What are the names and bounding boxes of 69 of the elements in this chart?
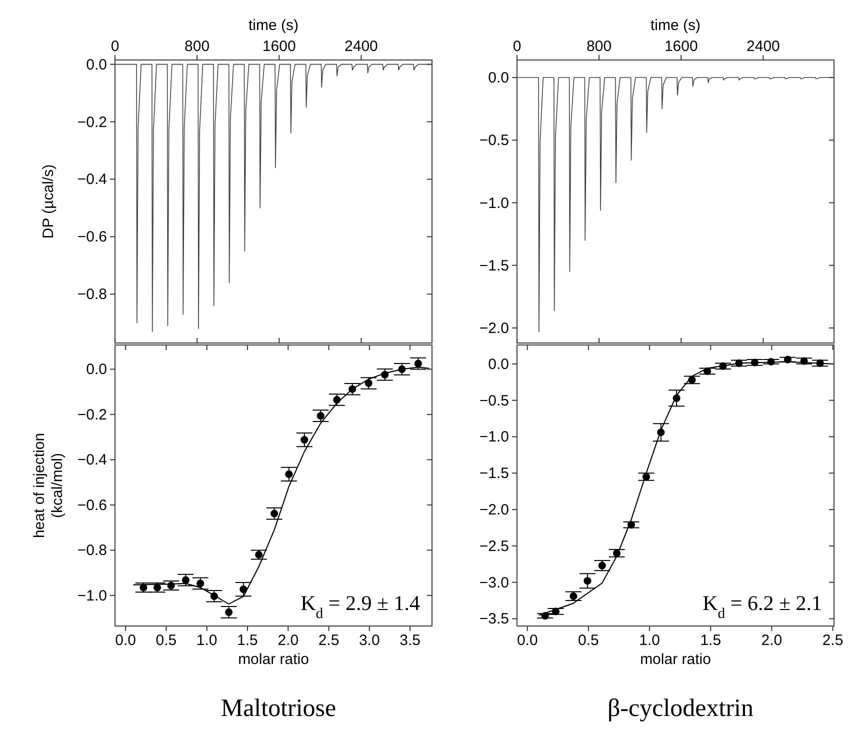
point <box>182 576 190 584</box>
x-tick-label: 800 <box>586 38 612 55</box>
text: β-cyclodextrin <box>608 695 754 722</box>
x-tick-label: 0.0 <box>516 632 538 649</box>
y-tick-label: −0.2 <box>77 406 107 424</box>
y-tick-label: 0.0 <box>488 356 509 373</box>
annotation: K$_{d}$ = 2.9 ± 1.4 <box>300 591 420 622</box>
y-tick-label: −1.5 <box>479 257 509 274</box>
point <box>364 379 372 388</box>
x-tick-label: 2.0 <box>278 632 299 649</box>
x-tick-label: 1600 <box>262 38 296 55</box>
x-tick-label: 2400 <box>344 38 378 55</box>
y-tick-label: −3.0 <box>479 574 509 592</box>
point <box>224 608 233 616</box>
y-axis-title: heat of injection (kcal/mol) <box>31 432 66 538</box>
y-tick-label: −3.5 <box>479 610 509 628</box>
y-tick-label: 0.0 <box>488 70 509 87</box>
x-tick-label: 0.5 <box>578 632 599 649</box>
x-tick-label: 1.5 <box>700 632 722 649</box>
x-tick-label: 2400 <box>746 38 780 55</box>
point <box>196 580 204 588</box>
y-tick-label: −0.4 <box>77 171 107 188</box>
y-tick-label: −1.0 <box>77 587 107 604</box>
y-tick-label: −0.6 <box>77 228 107 246</box>
y-axis-title: DP (µcal/s) <box>40 164 57 239</box>
x-tick-label: 2.0 <box>761 632 782 649</box>
y-tick-label: −0.8 <box>77 286 107 304</box>
x-axis-title: time (s) <box>248 17 298 34</box>
annotation: K$_{d}$ = 6.2 ± 2.1 <box>702 591 822 622</box>
y-tick-label: 0.0 <box>86 56 107 74</box>
x-axis-title: molar ratio <box>238 651 309 668</box>
y-tick-label: 0.0 <box>86 361 107 378</box>
point <box>300 436 308 444</box>
x-axis-title: time (s) <box>650 17 700 34</box>
x-tick-label: 1.0 <box>639 632 660 649</box>
x-tick-label: 0.0 <box>115 632 136 649</box>
x-axis-title: molar ratio <box>640 651 711 668</box>
point <box>584 577 592 585</box>
x-tick-label: 2.5 <box>822 632 844 649</box>
point <box>570 592 578 600</box>
text: Maltotriose <box>220 695 336 722</box>
y-tick-label: −1.0 <box>479 428 509 446</box>
x-tick-label: 2.5 <box>318 632 340 649</box>
y-tick-label: −0.5 <box>479 132 509 150</box>
x-tick-label: 1600 <box>664 38 698 55</box>
y-tick-label: −2.0 <box>479 320 509 337</box>
y-tick-label: −0.8 <box>77 542 107 560</box>
point <box>270 510 278 518</box>
point <box>255 550 263 559</box>
point <box>316 412 324 420</box>
x-tick-label: 0 <box>110 38 120 55</box>
point <box>414 360 422 368</box>
x-tick-label: 800 <box>184 38 210 55</box>
y-tick-label: −0.4 <box>77 452 107 469</box>
x-tick-label: 1.0 <box>196 632 218 649</box>
x-tick-label: 0 <box>512 38 522 55</box>
y-tick-label: −2.0 <box>479 502 509 519</box>
y-tick-label: −2.5 <box>479 538 509 555</box>
point <box>598 562 606 570</box>
y-tick-label: −1.0 <box>479 194 509 212</box>
x-tick-label: 3.0 <box>358 632 380 649</box>
y-tick-label: −0.2 <box>77 114 107 131</box>
y-tick-label: −0.6 <box>77 496 107 514</box>
x-tick-label: 3.5 <box>400 632 420 649</box>
point <box>285 470 293 478</box>
y-tick-label: −0.5 <box>479 392 509 410</box>
x-tick-label: 1.5 <box>237 632 258 649</box>
x-tick-label: 0.5 <box>156 632 177 649</box>
y-tick-label: −1.5 <box>479 465 509 482</box>
